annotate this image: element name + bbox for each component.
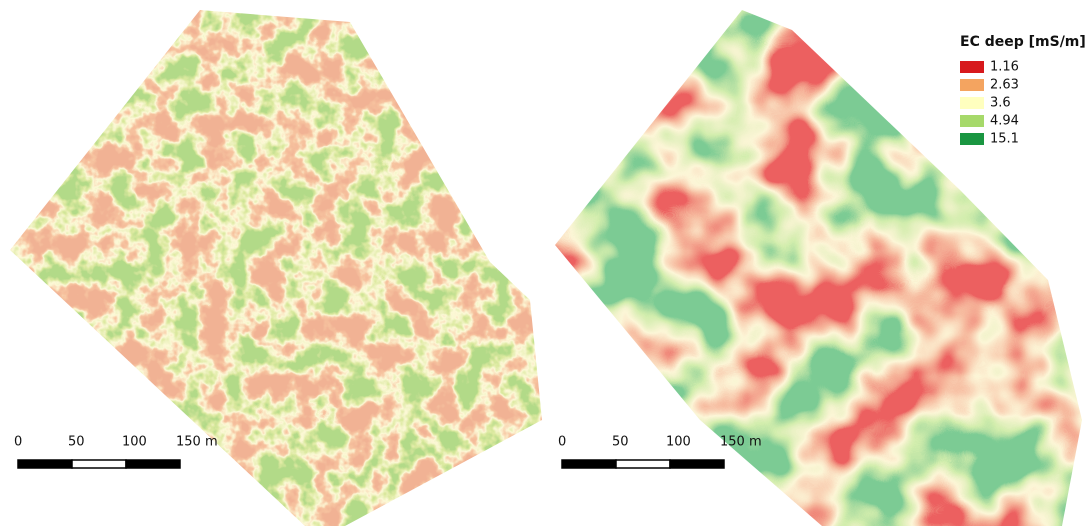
scale-segment xyxy=(17,459,73,469)
legend-swatch xyxy=(960,133,984,145)
scale-segment xyxy=(615,459,671,469)
scale-label: 150 m xyxy=(720,435,762,450)
scale-label: 150 m xyxy=(176,435,218,450)
scale-label: 50 xyxy=(68,435,85,450)
legend-label: 3.6 xyxy=(990,96,1011,111)
scale-bars: 0 50 100 150 m 0 50 100 150 m xyxy=(14,435,762,469)
scale-segment xyxy=(71,459,127,469)
scale-segment xyxy=(669,459,725,469)
legend-swatch xyxy=(960,115,984,127)
legend: EC deep [mS/m] 1.16 2.63 3.6 4.94 15.1 xyxy=(960,34,1086,147)
legend-swatch xyxy=(960,61,984,73)
scale-segment xyxy=(561,459,617,469)
scale-label: 100 xyxy=(666,435,691,450)
legend-swatch xyxy=(960,97,984,109)
legend-label: 1.16 xyxy=(990,60,1019,75)
legend-title: EC deep [mS/m] xyxy=(960,34,1086,50)
legend-swatch xyxy=(960,79,984,91)
legend-label: 4.94 xyxy=(990,114,1019,129)
scale-label: 0 xyxy=(558,435,566,450)
legend-label: 15.1 xyxy=(990,132,1019,147)
legend-label: 2.63 xyxy=(990,78,1019,93)
scale-segment xyxy=(125,459,181,469)
scale-label: 100 xyxy=(122,435,147,450)
scale-label: 50 xyxy=(612,435,629,450)
scale-label: 0 xyxy=(14,435,22,450)
